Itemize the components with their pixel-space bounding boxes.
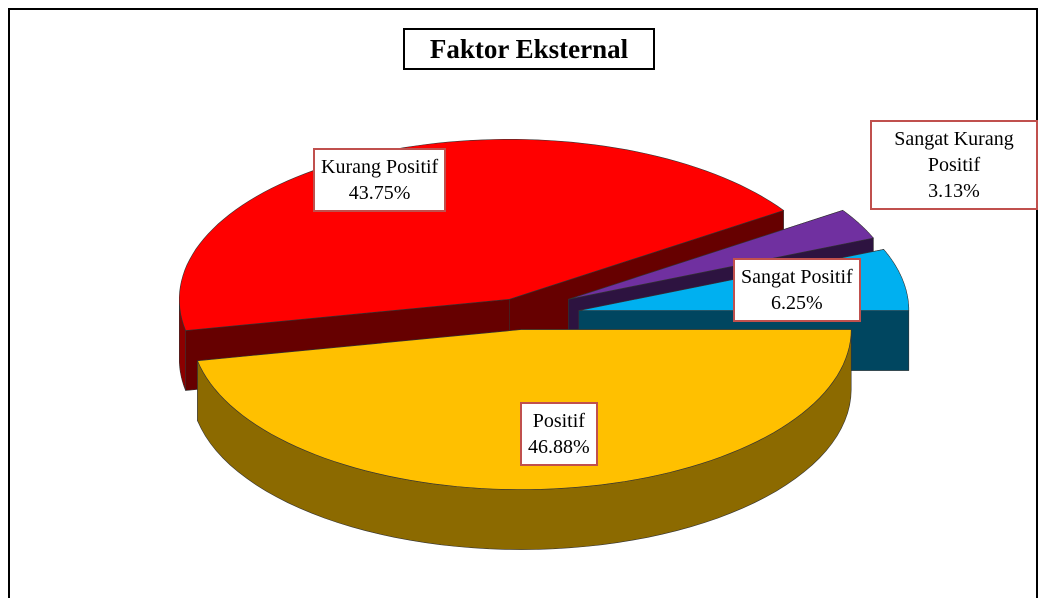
category-label: Kurang Positif	[321, 156, 439, 178]
value-label: 6.25%	[771, 292, 823, 314]
pie-slice	[568, 209, 875, 300]
data-label: Sangat Positif 6.25%	[733, 258, 861, 322]
chart-frame	[8, 8, 1038, 598]
category-label: Sangat Positif	[741, 266, 853, 288]
data-label: Kurang Positif 43.75%	[313, 148, 447, 212]
value-label: 43.75%	[348, 182, 411, 204]
chart-title: Faktor Eksternal	[403, 28, 655, 70]
data-label: Positif 46.88%	[520, 402, 598, 466]
value-label: 46.88%	[528, 436, 590, 458]
value-label: 3.13%	[928, 180, 980, 202]
category-label: Positif	[532, 410, 585, 432]
data-label: Sangat Kurang Positif 3.13%	[870, 120, 1038, 210]
category-label: Sangat Kurang Positif	[894, 128, 1014, 176]
